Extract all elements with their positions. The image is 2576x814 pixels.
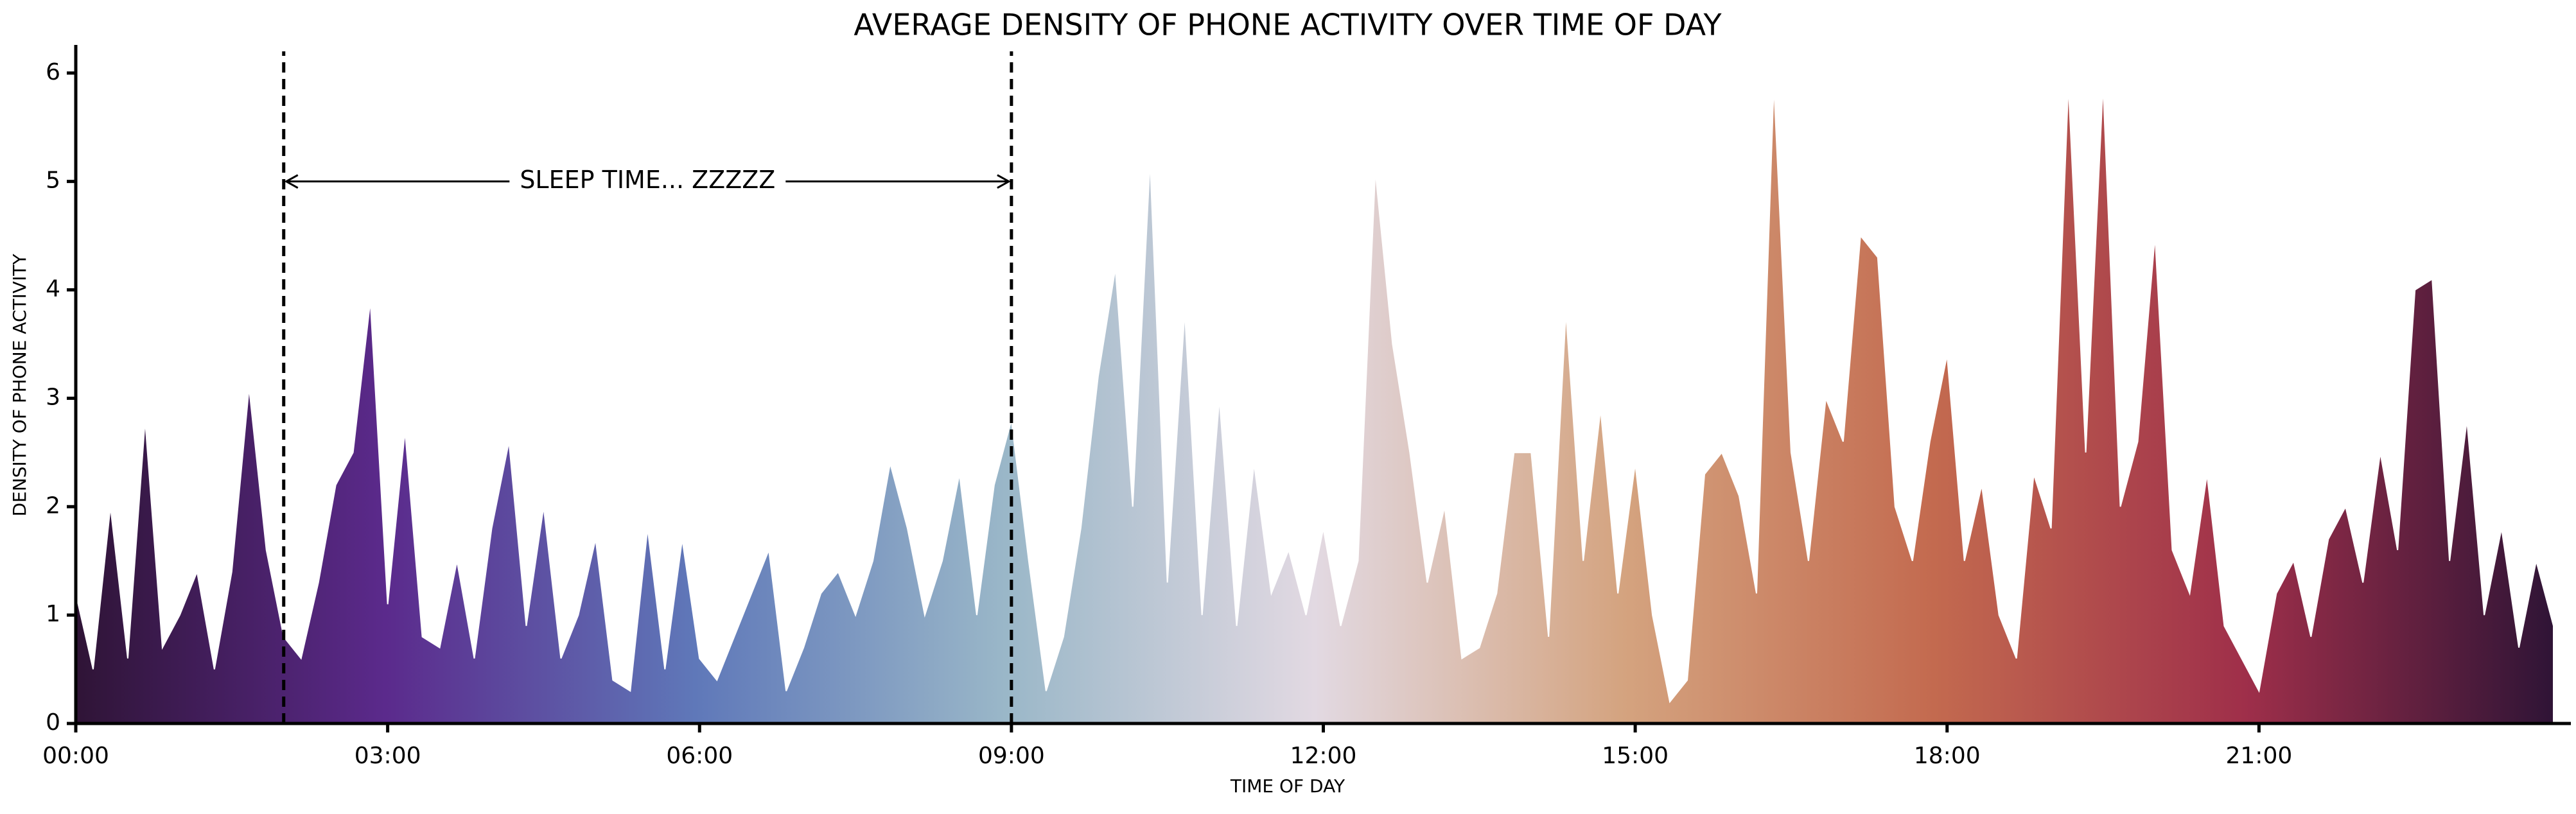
y-tick-label: 3 (46, 384, 60, 410)
chart-title: AVERAGE DENSITY OF PHONE ACTIVITY OVER T… (854, 8, 1722, 42)
x-axis-label: TIME OF DAY (1230, 775, 1345, 797)
area (75, 83, 2555, 724)
x-tick-label: 03:00 (355, 743, 421, 769)
x-tick-label: 15:00 (1602, 743, 1669, 769)
y-tick-label: 2 (46, 492, 60, 519)
annotation-text: SLEEP TIME... ZZZZZ (520, 166, 775, 194)
y-axis-label: DENSITY OF PHONE ACTIVITY (9, 254, 30, 517)
x-tick-label: 18:00 (1914, 743, 1981, 769)
x-tick-label: 00:00 (42, 743, 109, 769)
y-tick-label: 5 (46, 168, 60, 194)
x-tick-label: 21:00 (2226, 743, 2293, 769)
annotation-bg (509, 164, 786, 198)
y-tick-label: 4 (46, 276, 60, 302)
y-tick-label: 1 (46, 601, 60, 627)
y-tick-label: 6 (46, 59, 60, 85)
arrow-head (284, 174, 299, 189)
x-tick-label: 06:00 (666, 743, 733, 769)
x-tick-label: 12:00 (1290, 743, 1357, 769)
arrow-head (997, 174, 1011, 189)
y-tick-label: 0 (46, 709, 60, 736)
x-tick-label: 09:00 (978, 743, 1045, 769)
